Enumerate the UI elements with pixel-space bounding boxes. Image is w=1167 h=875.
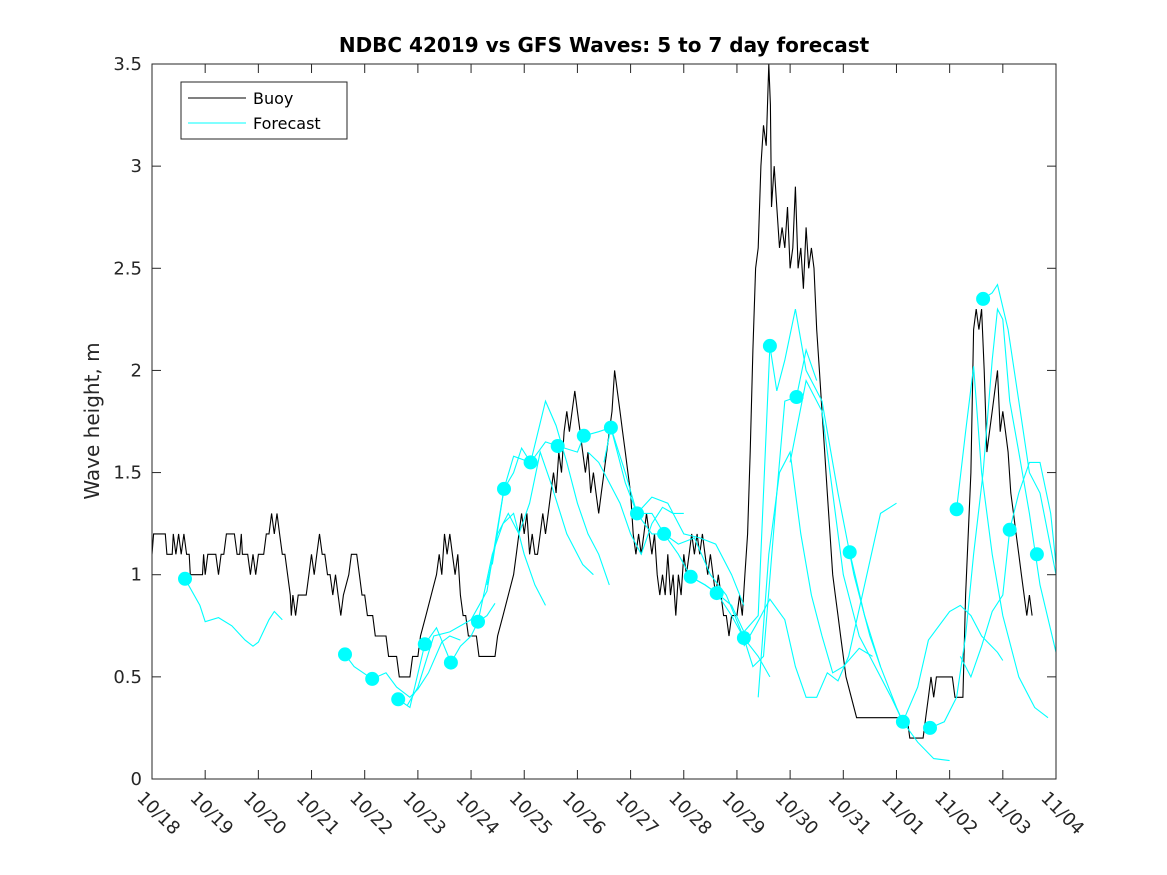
- forecast-marker: [550, 439, 565, 453]
- forecast-marker: [523, 455, 538, 470]
- y-tick-label: 0.5: [113, 667, 142, 688]
- y-tick-label: 3: [131, 156, 142, 177]
- y-tick-label: 1: [131, 565, 142, 586]
- forecast-line-19: [982, 283, 1056, 575]
- forecast-line-9: [587, 451, 684, 556]
- forecast-marker: [576, 428, 591, 443]
- forecast-marker: [709, 586, 724, 601]
- forecast-marker: [923, 720, 937, 735]
- forecast-line-14: [757, 450, 873, 698]
- forecast-marker: [683, 569, 698, 584]
- forecast-marker: [976, 291, 991, 306]
- forecast-marker: [949, 502, 964, 517]
- forecast-line-15: [789, 378, 950, 762]
- legend-label-buoy: Buoy: [253, 89, 293, 108]
- forecast-marker: [630, 506, 644, 521]
- forecast-marker: [603, 420, 618, 435]
- forecast-line-10: [603, 425, 745, 606]
- forecast-line-6: [486, 450, 594, 586]
- forecast-line-1: [184, 578, 283, 647]
- forecast-line-13: [743, 502, 897, 698]
- series-layer: [152, 63, 1056, 762]
- legend-label-forecast: Forecast: [253, 114, 321, 133]
- buoy-line: [152, 63, 1033, 739]
- forecast-marker: [338, 647, 352, 662]
- forecast-marker: [471, 614, 485, 629]
- forecast-line-5: [477, 512, 546, 622]
- forecast-marker: [736, 631, 751, 645]
- forecast-marker: [178, 571, 192, 586]
- legend: Buoy Forecast: [180, 81, 348, 140]
- forecast-marker: [1002, 522, 1017, 537]
- forecast-marker: [443, 655, 458, 670]
- forecast-line-12: [690, 308, 882, 667]
- forecast-marker: [895, 714, 910, 729]
- y-tick-label: 3.5: [113, 54, 142, 75]
- forecast-marker: [1029, 547, 1044, 562]
- forecast-marker: [789, 390, 804, 404]
- forecast-marker: [497, 481, 511, 496]
- forecast-line-18: [956, 366, 1049, 719]
- chart-title: NDBC 42019 vs GFS Waves: 5 to 7 day fore…: [339, 33, 870, 57]
- forecast-marker: [762, 338, 777, 353]
- y-tick-label: 0: [131, 769, 142, 790]
- forecast-marker: [842, 545, 857, 560]
- axes-frame: [151, 63, 1057, 780]
- legend-box: [180, 81, 348, 140]
- forecast-line-16: [849, 552, 1004, 724]
- y-tick-label: 2: [131, 360, 142, 381]
- y-tick-label: 1.5: [113, 463, 142, 484]
- forecast-line-17: [929, 307, 1056, 729]
- forecast-line-7: [491, 399, 610, 586]
- plot-area: [152, 64, 1056, 779]
- forecast-marker: [391, 692, 406, 707]
- y-tick-label: 2.5: [113, 258, 142, 279]
- forecast-line-2: [344, 635, 461, 699]
- forecast-marker: [657, 526, 672, 541]
- forecast-marker: [417, 637, 432, 652]
- y-axis-label: Wave height, m: [80, 342, 104, 499]
- forecast-marker: [365, 671, 380, 686]
